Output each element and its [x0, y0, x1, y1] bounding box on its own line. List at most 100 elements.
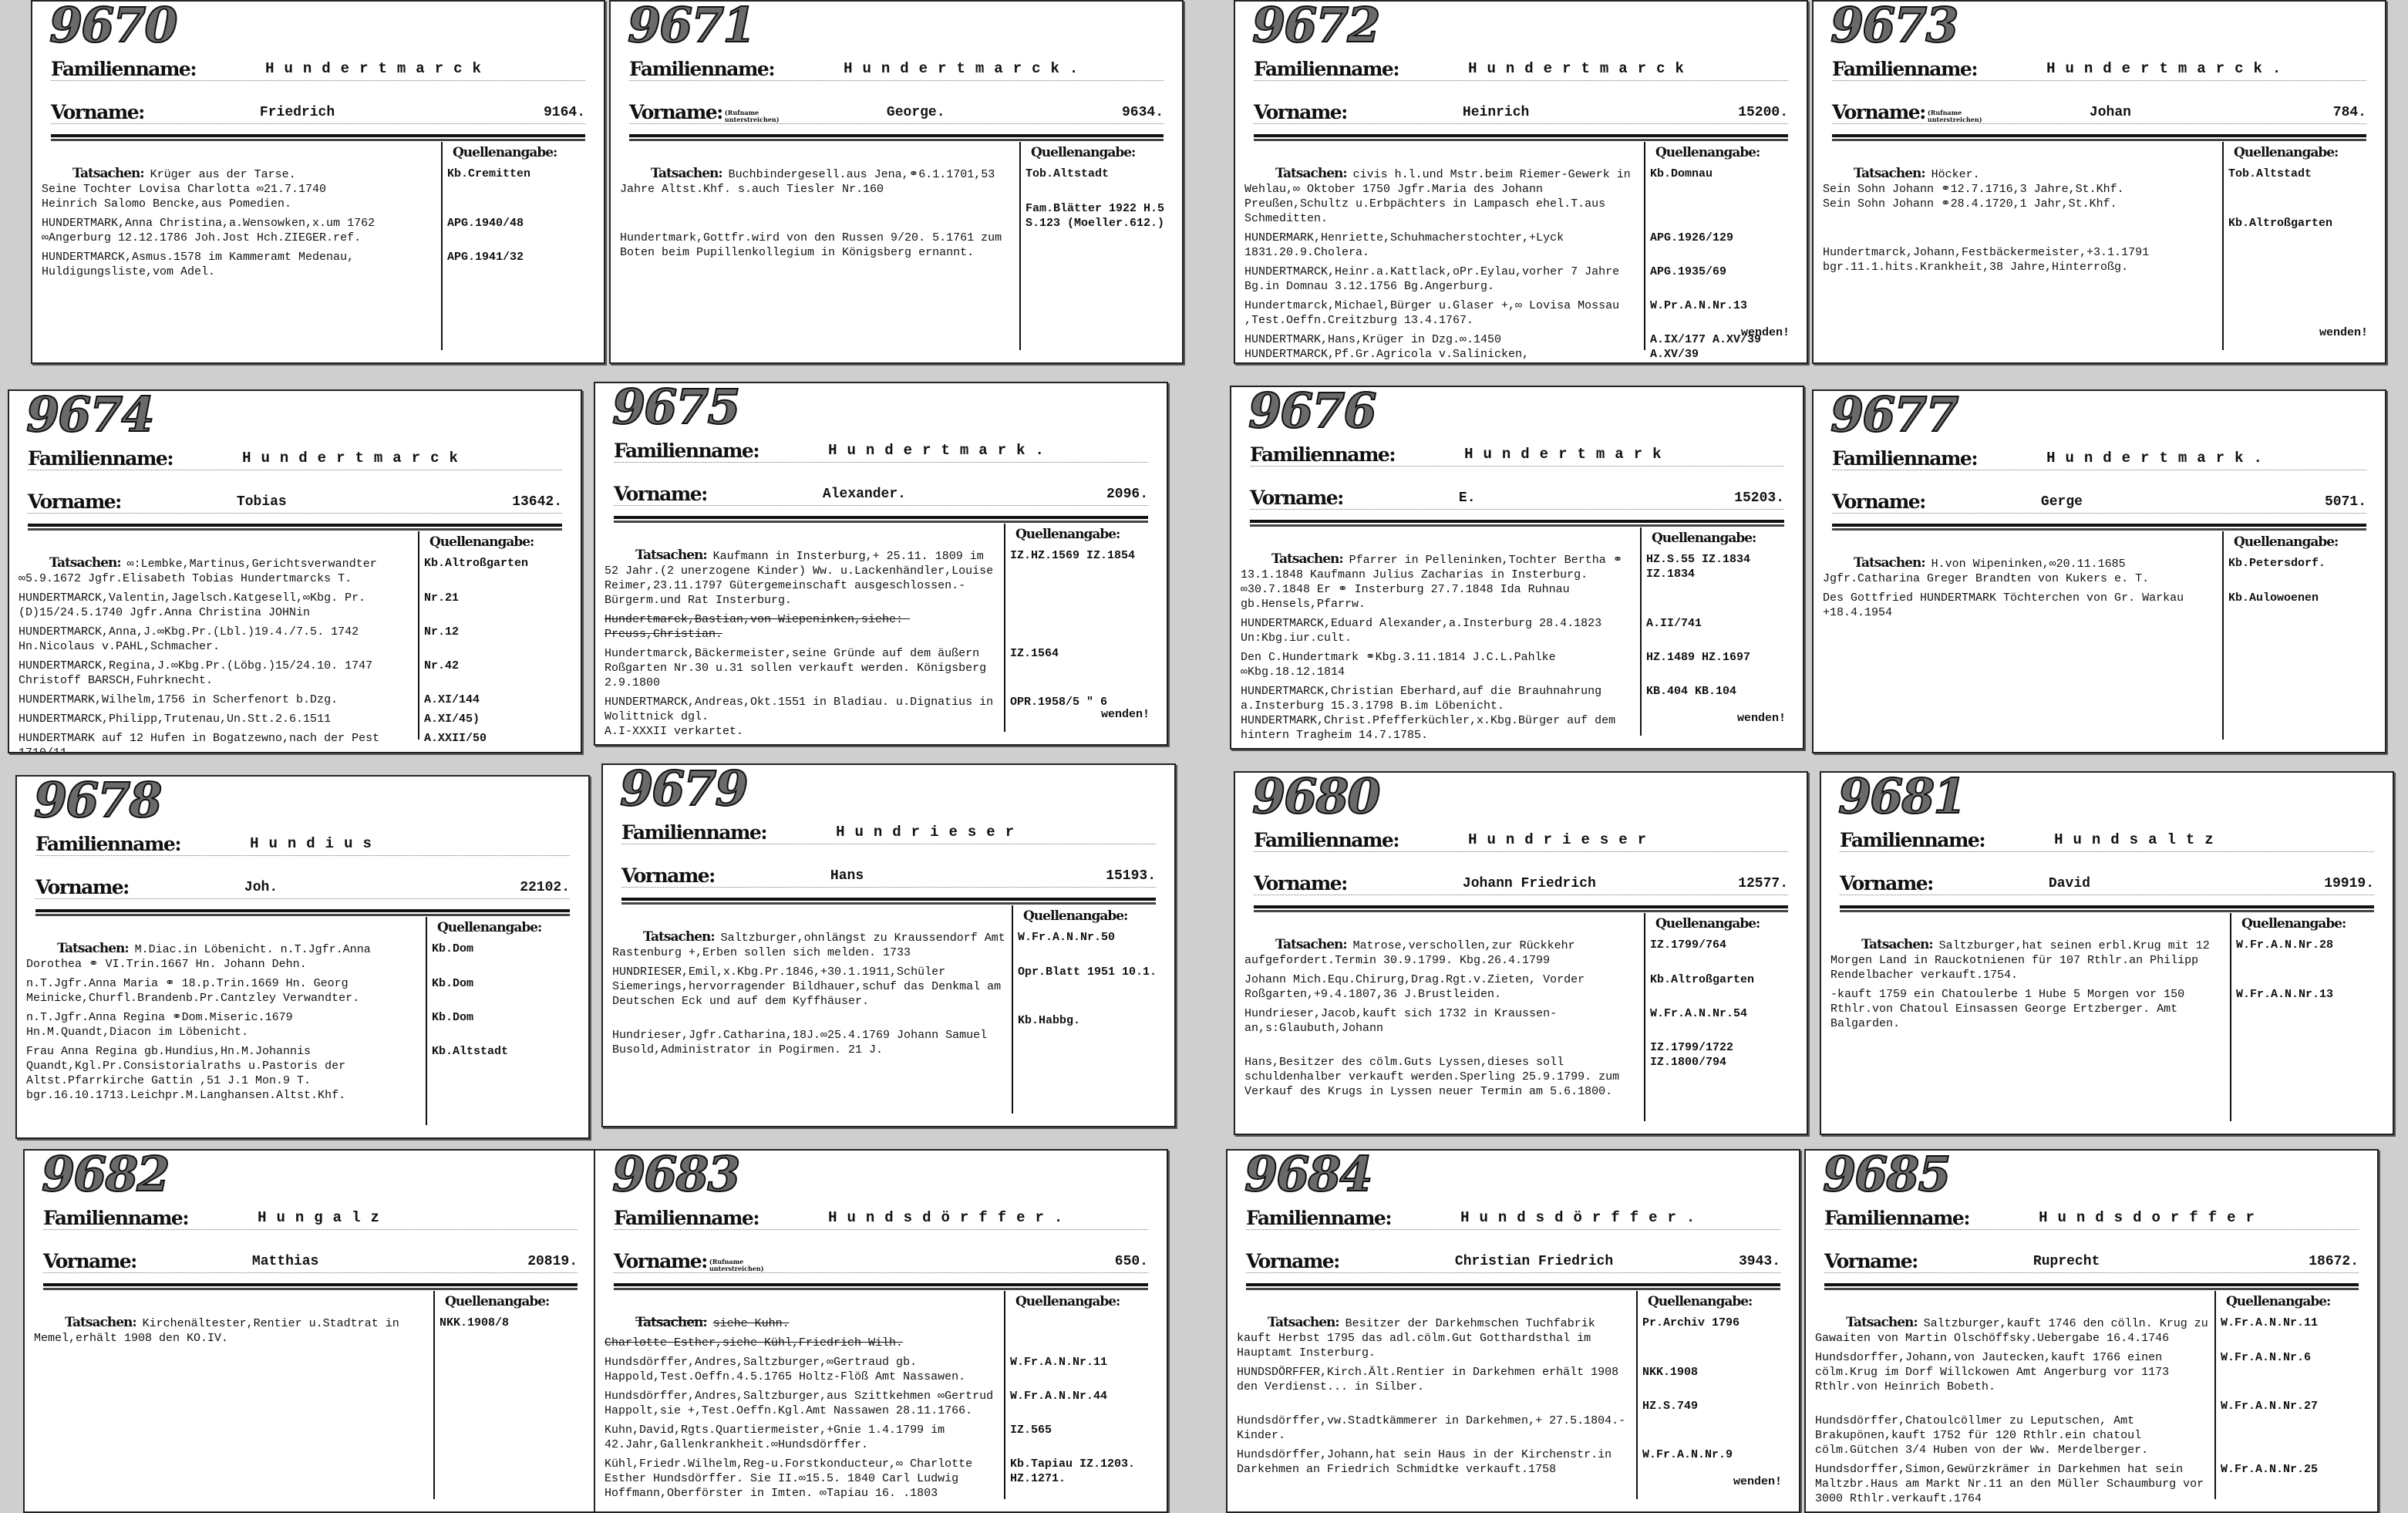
fact-text: Hundrieser,Jgfr.Catharina,18J.∞25.4.1769… [612, 1013, 1007, 1057]
index-card[interactable]: 9681 Familienname: Hundsaltz Vorname: David 1… [1820, 771, 2394, 1135]
family-name-value: Hundsaltz [2054, 831, 2224, 848]
fact-source: A.XXII/50 [424, 732, 487, 745]
given-name-label: Vorname: [1824, 1250, 1918, 1272]
index-card[interactable]: 9683 Familienname: Hundsdörffer. Vorname: (R… [594, 1149, 1168, 1513]
fact-text: HUNDERTMARCK,Andreas,Okt.1551 in Bladiau… [605, 695, 999, 739]
given-name-value: Christian Friedrich [1454, 1254, 1614, 1269]
fact-text-content: Hundrieser,Jgfr.Catharina,18J.∞25.4.1769… [612, 1029, 988, 1056]
fact-source: W.Fr.A.N.Nr.44 [1010, 1390, 1108, 1403]
fact-text-content: Besitzer der Darkehmschen Tuchfabrik kau… [1237, 1317, 1602, 1360]
fact-text: Hundertmark,Gottfr.wird von den Russen 9… [620, 201, 1015, 260]
fact-source: KB.404 KB.104 [1646, 685, 1737, 698]
index-card[interactable]: 9671 Familienname: Hundertmarck. Vorname: (R… [609, 0, 1184, 364]
header-divider [614, 1283, 1148, 1288]
fact-entry: Hundertmarck,Bastian,von Wiepeninken,sie… [605, 612, 1156, 642]
fact-entry: Hans,Besitzer des cölm.Guts Lyssen,diese… [1244, 1040, 1796, 1099]
column-divider [1636, 1291, 1638, 1499]
fact-text: Tatsachen: siehe Kuhn. [605, 1316, 999, 1331]
fact-text-content: Frau Anna Regina gb.Hundius,Hn.M.Johanni… [26, 1045, 353, 1102]
sources-label: Quellenangabe: [1023, 908, 1128, 924]
index-card[interactable]: 9674 Familienname: Hundertmarck Vorname: Tob… [8, 389, 582, 753]
fact-text-content: Hundsdörffer,Andres,Saltzburger,∞Gertrau… [605, 1356, 966, 1383]
fact-entry: HUNDERTMARCK,Asmus.1578 im Kammeramt Med… [42, 250, 593, 279]
index-card[interactable]: 9677 Familienname: Hundertmark. Vorname: Ger… [1812, 389, 2386, 753]
card-number: 9671 [627, 0, 757, 54]
index-card[interactable]: 9673 Familienname: Hundertmarck. Vorname: (R… [1812, 0, 2386, 364]
index-card[interactable]: 9678 Familienname: Hundius Vorname: Joh. 2210… [15, 775, 590, 1139]
given-name-row: Vorname: Friedrich 9164. [51, 93, 585, 124]
facts-section: Tatsachen: Saltzburger,ohnlängst zu Kraus… [612, 930, 1164, 1062]
family-name-row: Familienname: Hungalz [43, 1198, 578, 1230]
fact-source: Adreßbuch [1646, 747, 1792, 748]
reference-number: 18672. [2309, 1254, 2359, 1269]
index-card[interactable]: 9684 Familienname: Hundsdörffer. Vorname: Ch… [1226, 1149, 1800, 1513]
fact-entry: HUNDERTMARK,Hans,Krüger in Dzg.∞.1450 HU… [1244, 332, 1796, 362]
sources-label: Quellenangabe: [2234, 534, 2339, 550]
index-card[interactable]: 9676 Familienname: Hundertmark Vorname: E. 15… [1230, 386, 1804, 750]
fact-text-content: Kaufmann in Insterburg,+ 25.11. 1809 im … [605, 550, 1001, 607]
fact-entry: Tatsachen: Saltzburger,hat seinen erbl.Kr… [1830, 938, 2382, 982]
facts-label: Tatsachen: [643, 929, 716, 945]
fact-source: W.Fr.A.N.Nr.25 [2221, 1463, 2319, 1476]
facts-section: Tatsachen: M.Diac.in Löbenicht. n.T.Jgfr.… [26, 942, 578, 1107]
fact-source: W.Fr.A.N.Nr.50 [1018, 931, 1116, 944]
sources-label: Quellenangabe: [1031, 145, 1136, 160]
given-name-label: Vorname: [1840, 872, 1934, 895]
fact-entry: Hundsdörffer,Andres,Saltzburger,aus Szit… [605, 1389, 1156, 1418]
index-card[interactable]: 9685 Familienname: Hundsdorffer Vorname: Rup… [1804, 1149, 2379, 1513]
fact-entry: HUNDERTMARCK,Christian Eberhard,auf die … [1241, 684, 1792, 743]
given-name-value: Heinrich [1462, 105, 1530, 120]
fact-source: Kb.Altstadt [432, 1045, 509, 1058]
fact-entry: HUNDERTMARCK,Philipp,Trutenau,Un.Stt.2.6… [19, 712, 570, 726]
index-card[interactable]: 9679 Familienname: Hundrieser Vorname: Hans 1… [601, 763, 1176, 1127]
column-divider [2230, 913, 2231, 1121]
fact-text-content: Krüger aus der Tarse. Seine Tochter Lovi… [42, 168, 327, 211]
fact-text-content: Hundsdorffer,Simon,Gewürzkrämer in Darke… [1815, 1463, 2211, 1505]
index-card[interactable]: 9682 Familienname: Hungalz Vorname: Matthias… [23, 1149, 598, 1513]
fact-text: Tatsachen: Saltzburger,ohnlängst zu Kraus… [612, 930, 1007, 960]
fact-entry: n.T.Jgfr.Anna Maria ⚭ 18.p.Trin.1669 Hn.… [26, 976, 578, 1006]
fact-text: Tatsachen: civis h.l.und Mstr.beim Riemer… [1244, 167, 1639, 226]
fact-source: APG.1935/69 [1650, 265, 1727, 278]
fact-entry: HUNDERTMARCK,Regina,J.∞Kbg.Pr.(Löbg.)15/… [19, 659, 570, 688]
given-name-value: David [2048, 876, 2090, 891]
fact-text: Tatsachen: M.Diac.in Löbenicht. n.T.Jgfr.… [26, 942, 421, 972]
fact-text-content: Saltzburger,ohnlängst zu Kraussendorf Am… [612, 932, 1012, 959]
fact-entry: HUNDERTMARCK,Andreas,Okt.1551 in Bladiau… [605, 695, 1156, 739]
family-name-value: Hundertmark [1464, 446, 1672, 463]
fact-source: Kb.Altroßgarten [1650, 973, 1755, 986]
fact-source: A.XI/144 [424, 693, 480, 706]
fact-source: Kb.Cremitten [447, 167, 531, 180]
index-card[interactable]: 9672 Familienname: Hundertmarck Vorname: Hei… [1234, 0, 1808, 364]
fact-source: A.IX/177 A.XV/39 A.XV/39 [1650, 333, 1762, 361]
fact-text-content: HUNDRIESER,Emil,x.Kbg.Pr.1846,+30.1.1911… [612, 965, 1009, 1008]
fact-entry: Des Gottfried HUNDERTMARK Töchterchen vo… [1823, 591, 2374, 620]
index-card[interactable]: 9675 Familienname: Hundertmark. Vorname: Ale… [594, 382, 1168, 746]
facts-section: Tatsachen: Höcker. Sein Sohn Johann ⚭12.7… [1823, 167, 2374, 279]
index-card[interactable]: 9680 Familienname: Hundrieser Vorname: Johan… [1234, 771, 1808, 1135]
card-number: 9678 [33, 775, 163, 829]
fact-source: Tob.Altstadt [1026, 167, 1110, 180]
column-divider [1640, 527, 1642, 736]
fact-entry: HUNDERTMARK auf 12 Hufen in Bogatzewno,n… [19, 731, 570, 752]
family-name-label: Familienname: [1254, 58, 1400, 80]
fact-source: Kb.Altroßgarten [424, 557, 529, 570]
fact-text: HUNDERTMARCK,Asmus.1578 im Kammeramt Med… [42, 250, 436, 279]
fact-entry: Hundsdörffer,Chatoulcöllmer zu Leputsche… [1815, 1399, 2366, 1457]
fact-source: Nr.42 [424, 659, 460, 672]
fact-text-content: Den C.Hundertmark ⚭Kbg.3.11.1814 J.C.L.P… [1241, 651, 1563, 679]
fact-entry: Hundertmark,Gottfr.wird von den Russen 9… [620, 201, 1171, 260]
given-name-note: (Rufname unterstreichen) [1927, 109, 1982, 123]
index-card[interactable]: 9670 Familienname: Hundertmarck Vorname: Fri… [31, 0, 605, 364]
family-name-row: Familienname: Hundertmarck [51, 49, 585, 81]
sources-label: Quellenangabe: [1015, 1294, 1120, 1309]
fact-source: IZ.565 [1010, 1424, 1052, 1437]
fact-text-content: Saltzburger,hat seinen erbl.Krug mit 12 … [1830, 939, 2217, 982]
fact-text-content: Hundertmarck,Bastian,von Wiepeninken,sie… [605, 613, 911, 641]
fact-source: Kb.Domnau [1650, 167, 1713, 180]
fact-text: n.T.Jgfr.Anna Regina ⚭Dom.Miseric.1679 H… [26, 1010, 421, 1040]
facts-label: Tatsachen: [1854, 166, 1926, 181]
fact-text: HUNDERTMARCK,Valentin,Jagelsch.Katgesell… [19, 591, 413, 620]
fact-text: Tatsachen: Matrose,verschollen,zur Rückke… [1244, 938, 1639, 968]
fact-entry: HUNDERTMARK,G.Arbeiter Kbg.1870 Unternas… [1241, 747, 1792, 748]
